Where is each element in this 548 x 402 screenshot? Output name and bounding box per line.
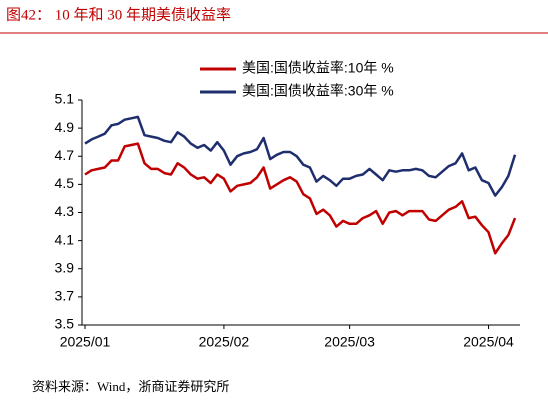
x-tick-label: 2025/03	[324, 334, 375, 350]
y-tick-label: 3.9	[55, 259, 75, 275]
y-tick-label: 4.7	[55, 147, 75, 163]
legend-label: 美国:国债收益率:30年 %	[242, 83, 394, 99]
y-tick-label: 4.1	[55, 231, 75, 247]
chart-title: 图42： 10 年和 30 年期美债收益率	[6, 6, 231, 23]
x-tick-label: 2025/01	[60, 334, 111, 350]
x-tick-label: 2025/02	[199, 334, 250, 350]
y-tick-label: 3.5	[55, 316, 75, 332]
y-tick-label: 5.1	[55, 91, 75, 107]
series-line	[84, 115, 517, 197]
source: 资料来源：Wind，浙商证券研究所	[32, 379, 229, 394]
x-tick-label: 2025/04	[463, 334, 514, 350]
y-tick-label: 4.5	[55, 175, 75, 191]
legend-label: 美国:国债收益率:10年 %	[242, 60, 394, 76]
series-line	[84, 142, 517, 255]
y-tick-label: 4.9	[55, 119, 75, 135]
y-tick-label: 4.3	[55, 203, 75, 219]
y-tick-label: 3.7	[55, 288, 75, 304]
